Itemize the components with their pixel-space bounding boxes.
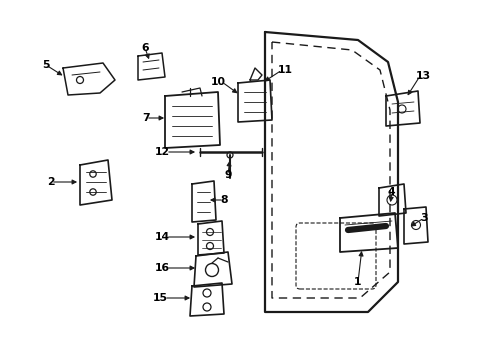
Text: 12: 12 (155, 147, 170, 157)
Text: 3: 3 (419, 213, 427, 223)
Text: 11: 11 (278, 65, 292, 75)
Text: 2: 2 (47, 177, 55, 187)
Text: 15: 15 (153, 293, 168, 303)
Text: 8: 8 (220, 195, 227, 205)
Text: 6: 6 (141, 43, 148, 53)
Text: 13: 13 (415, 71, 430, 81)
Text: 1: 1 (353, 277, 361, 287)
Text: 7: 7 (142, 113, 150, 123)
Text: 16: 16 (155, 263, 170, 273)
Text: 14: 14 (155, 232, 170, 242)
Text: 10: 10 (210, 77, 225, 87)
Text: 5: 5 (42, 60, 50, 70)
Text: 4: 4 (387, 187, 395, 197)
Text: 9: 9 (224, 170, 231, 180)
